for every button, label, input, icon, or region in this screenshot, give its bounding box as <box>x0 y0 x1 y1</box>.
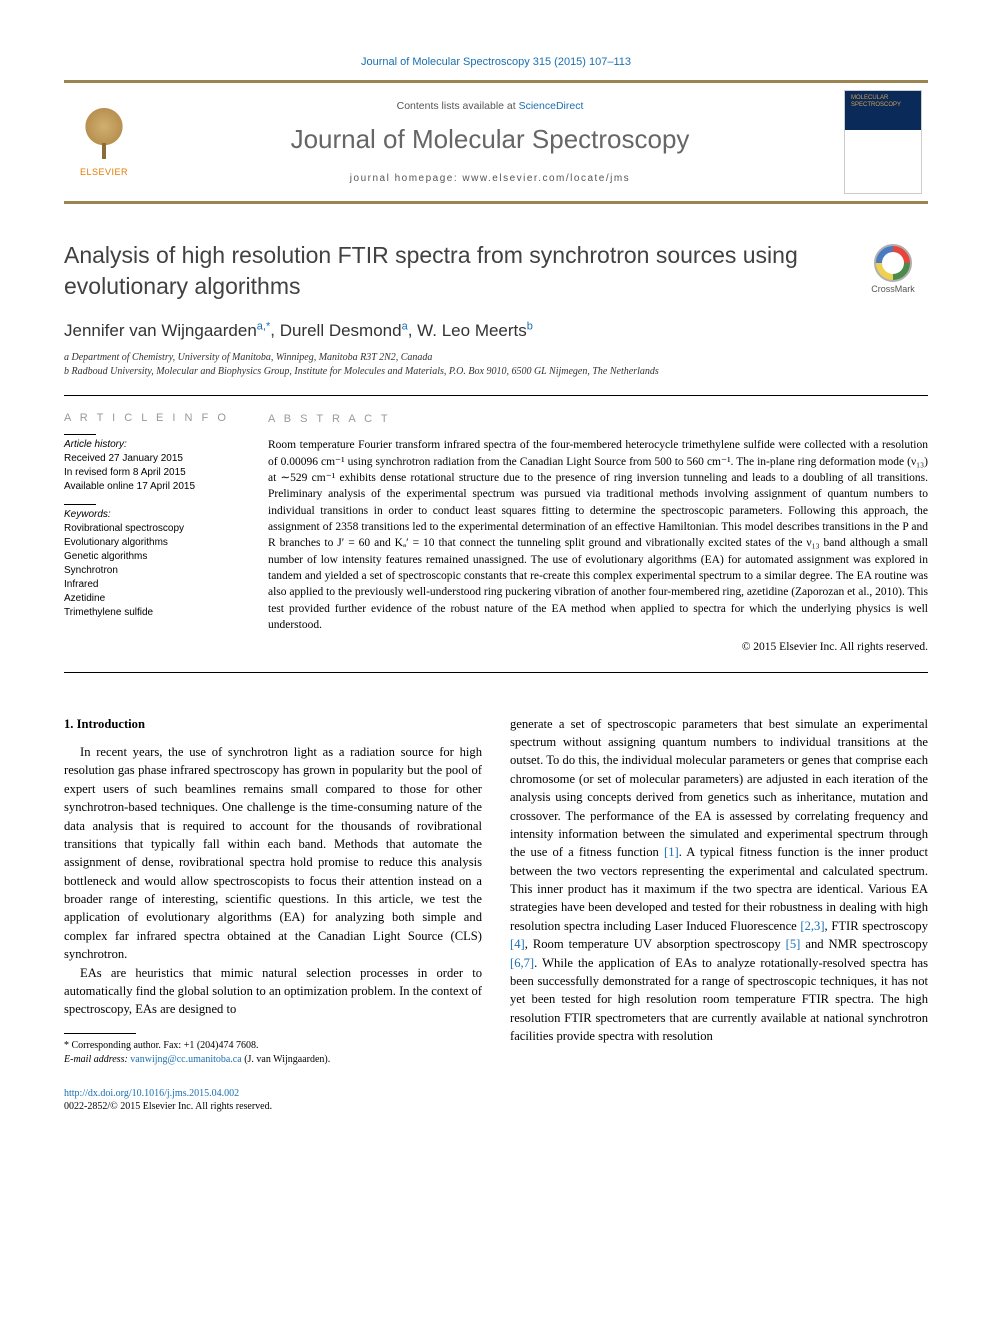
keyword: Infrared <box>64 578 240 592</box>
abstract-head: A B S T R A C T <box>268 412 928 428</box>
history-body: Received 27 January 2015 In revised form… <box>64 452 240 494</box>
column-right: generate a set of spectroscopic paramete… <box>510 715 928 1067</box>
author-3: W. Leo Meertsb <box>417 321 533 340</box>
author-name: Jennifer van Wijngaarden <box>64 321 257 340</box>
info-short-rule <box>64 434 96 435</box>
author-marks: a <box>402 320 408 332</box>
email-label: E-mail address: <box>64 1054 130 1065</box>
author-list: Jennifer van Wijngaardena,*, Durell Desm… <box>64 320 928 341</box>
ref-link-23[interactable]: [2,3] <box>800 919 824 933</box>
para-3: generate a set of spectroscopic paramete… <box>510 715 928 1046</box>
author-1: Jennifer van Wijngaardena,* <box>64 321 270 340</box>
author-name: Durell Desmond <box>280 321 402 340</box>
homepage-line: journal homepage: www.elsevier.com/locat… <box>144 173 836 184</box>
footnote-rule <box>64 1033 136 1034</box>
keyword: Azetidine <box>64 592 240 606</box>
text-run: , Room temperature UV absorption spectro… <box>525 937 786 951</box>
text-run: . While the application of EAs to analyz… <box>510 956 928 1044</box>
article-info-column: A R T I C L E I N F O Article history: R… <box>64 396 254 656</box>
keyword: Evolutionary algorithms <box>64 536 240 550</box>
affiliations: a Department of Chemistry, University of… <box>64 351 928 379</box>
issn-line: 0022-2852/© 2015 Elsevier Inc. All right… <box>64 1100 928 1114</box>
history-label: Article history: <box>64 439 240 450</box>
author-2: Durell Desmonda <box>280 321 408 340</box>
para-1: In recent years, the use of synchrotron … <box>64 743 482 964</box>
ref-link-67[interactable]: [6,7] <box>510 956 534 970</box>
journal-cover-thumb: MOLECULAR SPECTROSCOPY <box>844 90 922 194</box>
section-1-heading: 1. Introduction <box>64 715 482 733</box>
corr-line: * Corresponding author. Fax: +1 (204)474… <box>64 1039 482 1053</box>
affiliation-a: a Department of Chemistry, University of… <box>64 351 928 365</box>
keyword: Synchrotron <box>64 564 240 578</box>
article-title: Analysis of high resolution FTIR spectra… <box>64 240 838 302</box>
keyword: Trimethylene sulfide <box>64 606 240 620</box>
email-link[interactable]: vanwijng@cc.umanitoba.ca <box>130 1054 241 1065</box>
publisher-label: ELSEVIER <box>80 167 128 177</box>
author-marks: b <box>527 320 533 332</box>
abstract-column: A B S T R A C T Room temperature Fourier… <box>254 396 928 656</box>
history-line: In revised form 8 April 2015 <box>64 466 240 480</box>
doi-block: http://dx.doi.org/10.1016/j.jms.2015.04.… <box>64 1087 928 1114</box>
journal-banner: ELSEVIER Contents lists available at Sci… <box>64 80 928 204</box>
cover-thumb-text: MOLECULAR SPECTROSCOPY <box>851 95 917 108</box>
text-run: generate a set of spectroscopic paramete… <box>510 717 928 860</box>
abstract-body: Room temperature Fourier transform infra… <box>268 437 928 633</box>
contents-line: Contents lists available at ScienceDirec… <box>144 100 836 112</box>
text-run: and NMR spectroscopy <box>800 937 928 951</box>
body-columns: 1. Introduction In recent years, the use… <box>64 715 928 1067</box>
ref-link-1[interactable]: [1] <box>664 845 679 859</box>
email-suffix: (J. van Wijngaarden). <box>242 1054 331 1065</box>
abstract-copyright: © 2015 Elsevier Inc. All rights reserved… <box>268 639 928 655</box>
para-2: EAs are heuristics that mimic natural se… <box>64 964 482 1019</box>
keyword: Rovibrational spectroscopy <box>64 522 240 536</box>
keyword: Genetic algorithms <box>64 550 240 564</box>
history-line: Received 27 January 2015 <box>64 452 240 466</box>
ref-link-4[interactable]: [4] <box>510 937 525 951</box>
keywords-label: Keywords: <box>64 509 240 520</box>
author-marks: a,* <box>257 320 270 332</box>
affiliation-b: b Radboud University, Molecular and Biop… <box>64 365 928 379</box>
corr-email-line: E-mail address: vanwijng@cc.umanitoba.ca… <box>64 1053 482 1067</box>
crossmark-icon <box>874 244 912 282</box>
contents-prefix: Contents lists available at <box>397 100 519 112</box>
text-run: , FTIR spectroscopy <box>825 919 928 933</box>
history-line: Available online 17 April 2015 <box>64 480 240 494</box>
journal-name: Journal of Molecular Spectroscopy <box>144 124 836 155</box>
author-name: W. Leo Meerts <box>417 321 527 340</box>
column-left: 1. Introduction In recent years, the use… <box>64 715 482 1067</box>
crossmark-label: CrossMark <box>858 284 928 294</box>
sciencedirect-link[interactable]: ScienceDirect <box>519 100 584 112</box>
keywords-body: Rovibrational spectroscopy Evolutionary … <box>64 522 240 620</box>
info-short-rule <box>64 504 96 505</box>
doi-link[interactable]: http://dx.doi.org/10.1016/j.jms.2015.04.… <box>64 1088 239 1099</box>
corresponding-author: * Corresponding author. Fax: +1 (204)474… <box>64 1039 482 1067</box>
crossmark-badge-block[interactable]: CrossMark <box>858 244 928 294</box>
ref-link-5[interactable]: [5] <box>786 937 801 951</box>
publisher-logo-block: ELSEVIER <box>64 99 144 185</box>
elsevier-tree-icon <box>76 107 132 163</box>
article-info-head: A R T I C L E I N F O <box>64 412 240 424</box>
header-citation: Journal of Molecular Spectroscopy 315 (2… <box>64 56 928 68</box>
